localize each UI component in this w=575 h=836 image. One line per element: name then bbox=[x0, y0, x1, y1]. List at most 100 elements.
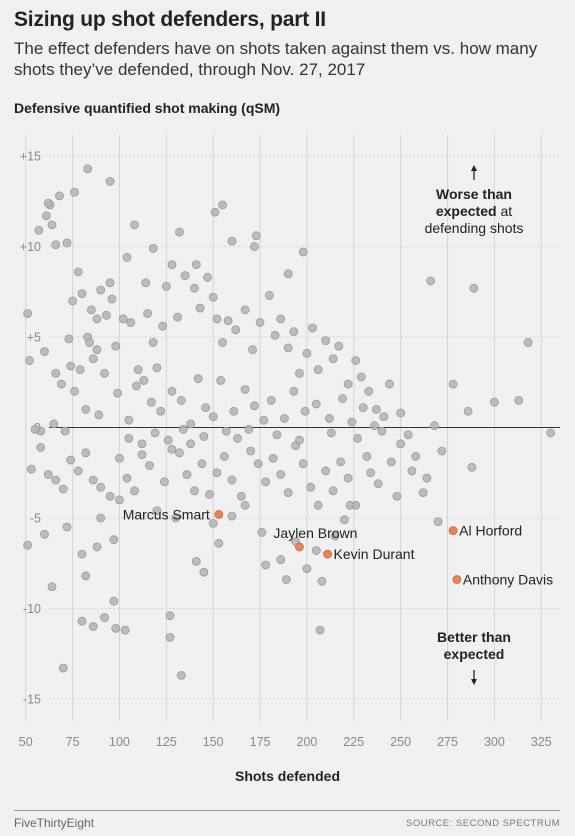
data-point bbox=[302, 348, 312, 358]
data-point bbox=[193, 374, 203, 384]
data-point bbox=[261, 477, 271, 487]
data-point bbox=[26, 464, 36, 474]
data-point bbox=[66, 455, 76, 465]
data-point bbox=[64, 334, 74, 344]
data-point bbox=[255, 318, 265, 327]
data-point bbox=[146, 397, 156, 407]
data-point bbox=[190, 283, 199, 293]
data-point bbox=[208, 412, 218, 422]
x-tick-225: 225 bbox=[343, 735, 364, 749]
data-point bbox=[276, 555, 286, 564]
data-point bbox=[328, 486, 338, 496]
data-point bbox=[248, 345, 257, 355]
data-point bbox=[317, 576, 327, 586]
data-point bbox=[347, 417, 357, 427]
data-point bbox=[199, 432, 209, 441]
data-point bbox=[289, 327, 299, 337]
data-point bbox=[283, 343, 293, 353]
data-point bbox=[199, 567, 209, 577]
data-point bbox=[283, 488, 293, 498]
data-point bbox=[240, 500, 250, 510]
data-point bbox=[109, 596, 119, 606]
x-tick-125: 125 bbox=[156, 735, 177, 749]
data-point bbox=[70, 187, 79, 197]
data-point bbox=[270, 330, 280, 340]
x-tick-50: 50 bbox=[19, 735, 33, 749]
y-tick-+15: +15 bbox=[20, 150, 41, 164]
data-point bbox=[311, 399, 321, 409]
data-point bbox=[437, 446, 447, 456]
data-point bbox=[113, 388, 122, 398]
data-point bbox=[276, 314, 286, 324]
data-point bbox=[58, 484, 68, 494]
data-point bbox=[152, 506, 162, 516]
data-point bbox=[23, 540, 33, 550]
data-point bbox=[246, 446, 256, 456]
data-point bbox=[130, 486, 139, 496]
data-point bbox=[41, 211, 51, 221]
data-point bbox=[208, 292, 218, 302]
data-point bbox=[343, 473, 353, 483]
player-label: Marcus Smart bbox=[123, 506, 210, 522]
x-axis-label: Shots defended bbox=[234, 768, 340, 784]
data-point bbox=[161, 281, 171, 291]
data-point bbox=[34, 225, 44, 235]
data-point bbox=[351, 356, 361, 365]
data-point bbox=[175, 448, 184, 458]
data-point bbox=[371, 405, 381, 414]
grid-lines bbox=[25, 134, 560, 721]
data-point bbox=[489, 397, 499, 407]
data-point bbox=[191, 260, 201, 270]
data-point bbox=[201, 403, 211, 412]
data-point bbox=[100, 613, 109, 622]
data-point bbox=[422, 473, 432, 483]
data-point bbox=[356, 372, 366, 382]
data-point bbox=[130, 220, 139, 230]
data-point bbox=[218, 200, 227, 210]
data-point bbox=[105, 278, 115, 288]
source-credit: SOURCE: SECOND SPECTRUM bbox=[405, 818, 560, 829]
data-point bbox=[396, 408, 406, 418]
data-point bbox=[403, 430, 413, 440]
annotation-plain-word: at bbox=[497, 203, 513, 219]
data-point bbox=[70, 386, 79, 396]
data-point bbox=[92, 345, 102, 355]
data-point bbox=[467, 462, 477, 472]
data-point bbox=[152, 363, 162, 373]
data-point bbox=[86, 305, 96, 315]
x-tick-150: 150 bbox=[203, 735, 224, 749]
data-point bbox=[88, 475, 98, 485]
data-point bbox=[280, 414, 289, 423]
data-point bbox=[345, 500, 355, 510]
data-point bbox=[165, 611, 175, 621]
data-point bbox=[160, 477, 169, 487]
data-point bbox=[300, 406, 310, 416]
data-point bbox=[250, 242, 259, 251]
data-point bbox=[253, 459, 263, 469]
data-point bbox=[73, 466, 83, 476]
brand-credit: FiveThirtyEight bbox=[14, 816, 95, 830]
data-point bbox=[60, 426, 70, 436]
x-tick-200: 200 bbox=[297, 735, 318, 749]
data-point bbox=[111, 341, 121, 351]
data-point bbox=[340, 515, 349, 525]
data-point bbox=[308, 323, 317, 333]
data-point bbox=[338, 394, 347, 403]
data-point bbox=[227, 511, 237, 521]
data-point bbox=[126, 318, 136, 327]
data-point bbox=[195, 303, 205, 313]
data-point bbox=[77, 549, 87, 559]
data-point bbox=[251, 231, 261, 241]
data-point bbox=[231, 325, 241, 335]
data-point bbox=[77, 289, 87, 299]
data-point bbox=[143, 309, 152, 318]
data-point bbox=[124, 415, 134, 425]
data-point bbox=[411, 452, 421, 461]
highlight-point bbox=[295, 542, 304, 552]
player-label: Kevin Durant bbox=[334, 546, 415, 562]
data-point bbox=[156, 406, 166, 416]
x-tick-175: 175 bbox=[250, 735, 271, 749]
data-point bbox=[96, 513, 106, 523]
data-point bbox=[51, 368, 61, 378]
data-point bbox=[36, 443, 46, 452]
